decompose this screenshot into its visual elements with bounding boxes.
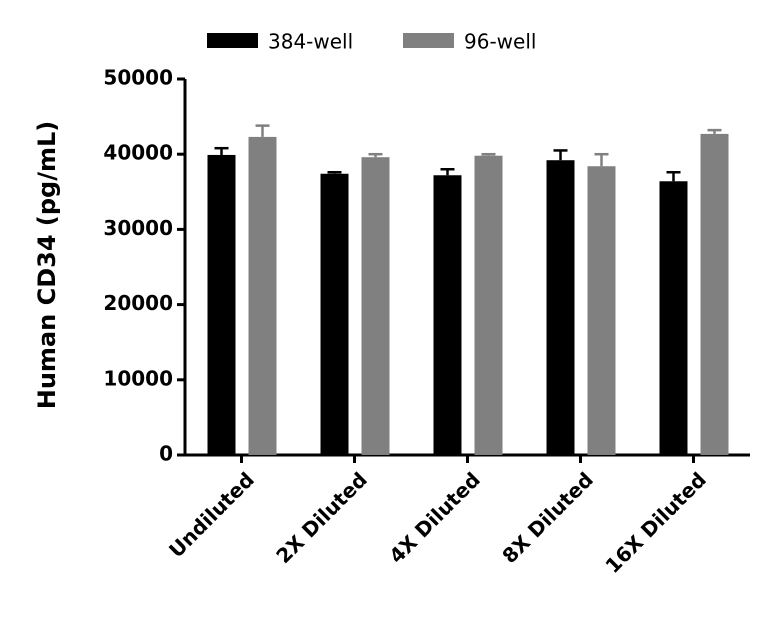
x-tick-label: 4X Diluted bbox=[384, 467, 485, 568]
bar bbox=[320, 173, 349, 455]
legend-swatch bbox=[403, 33, 454, 48]
bar bbox=[659, 181, 688, 455]
bar bbox=[433, 175, 462, 456]
bar bbox=[546, 160, 575, 455]
x-tick-label: 16X Diluted bbox=[600, 467, 710, 577]
bar bbox=[207, 154, 236, 455]
x-tick-label: 2X Diluted bbox=[271, 467, 372, 568]
y-tick-label: 50000 bbox=[103, 66, 173, 90]
bar bbox=[361, 157, 390, 455]
y-tick-label: 20000 bbox=[103, 291, 173, 315]
y-tick-label: 10000 bbox=[103, 366, 173, 390]
bar bbox=[474, 155, 503, 456]
y-axis-label: Human CD34 (pg/mL) bbox=[33, 121, 61, 409]
bar bbox=[248, 136, 277, 456]
bar bbox=[587, 166, 616, 455]
legend-label: 96-well bbox=[464, 30, 536, 54]
y-tick-label: 30000 bbox=[103, 216, 173, 240]
x-tick-label: 8X Diluted bbox=[497, 467, 598, 568]
legend-label: 384-well bbox=[268, 30, 353, 54]
x-tick-label: Undiluted bbox=[164, 467, 259, 562]
y-tick-label: 40000 bbox=[103, 141, 173, 165]
legend-swatch bbox=[207, 33, 258, 48]
bar bbox=[700, 133, 729, 455]
y-tick-label: 0 bbox=[159, 442, 173, 466]
